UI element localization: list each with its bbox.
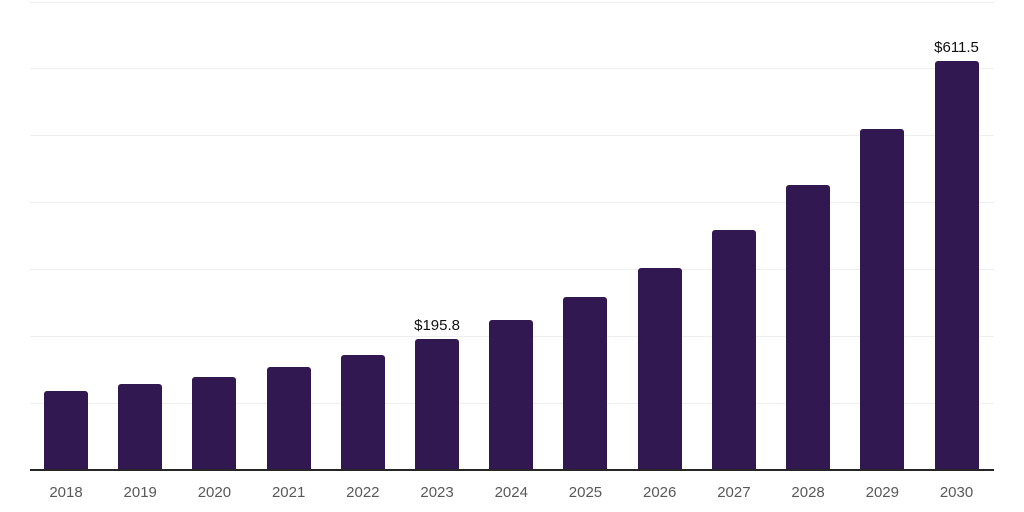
value-label-2023: $195.8	[414, 317, 460, 335]
x-tick-2027: 2027	[717, 484, 751, 501]
bar-2024	[489, 320, 534, 470]
x-tick-2030: 2030	[939, 484, 974, 501]
x-tick-2024: 2024	[494, 484, 528, 501]
x-axis-line	[30, 469, 994, 471]
bar-2022	[340, 355, 385, 470]
bar-2025	[563, 296, 608, 470]
gridline-700	[30, 1, 994, 3]
bar-2023	[415, 339, 460, 470]
gridline-400	[30, 202, 994, 204]
bar-2029	[860, 129, 905, 470]
x-tick-2019: 2019	[123, 484, 157, 501]
x-tick-2023: 2023	[420, 484, 454, 501]
bar-2026	[637, 268, 682, 470]
bar-2020	[192, 377, 237, 470]
x-tick-2028: 2028	[791, 484, 825, 501]
gridline-500	[30, 135, 994, 137]
bar-2028	[786, 185, 831, 470]
value-label-2030: $611.5	[934, 39, 979, 57]
bar-2018	[44, 391, 88, 470]
bar-2027	[711, 229, 756, 470]
bar-2019	[118, 383, 163, 470]
x-tick-2020: 2020	[197, 484, 232, 501]
bar-2030	[934, 61, 979, 470]
gridline-300	[30, 268, 994, 270]
gridline-600	[30, 68, 994, 70]
bar-2021	[266, 367, 311, 470]
x-tick-2029: 2029	[865, 484, 899, 501]
x-tick-2018: 2018	[49, 484, 83, 501]
x-tick-2021: 2021	[271, 484, 306, 501]
x-tick-2025: 2025	[568, 484, 603, 501]
x-tick-2026: 2026	[642, 484, 677, 501]
x-tick-2022: 2022	[346, 484, 380, 501]
